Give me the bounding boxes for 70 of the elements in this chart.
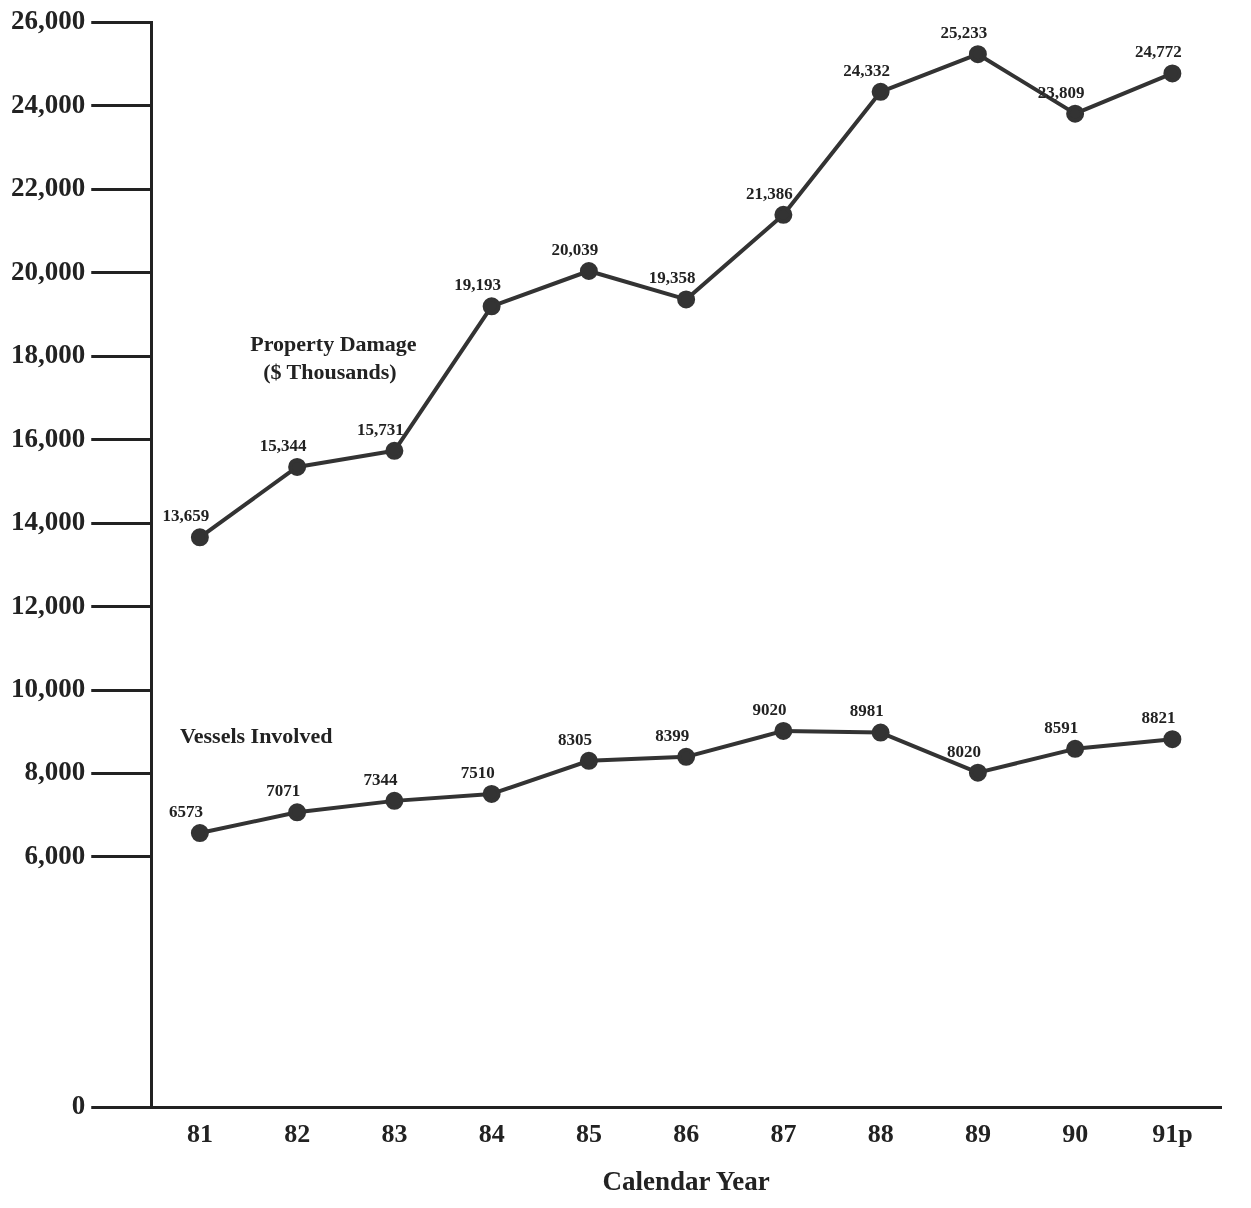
x-tick-label: 84 xyxy=(478,1118,505,1148)
data-label: 25,233 xyxy=(940,23,988,43)
x-tick-label: 88 xyxy=(867,1118,894,1148)
y-tick-label: 8,000 xyxy=(24,756,86,787)
point xyxy=(677,290,696,309)
point xyxy=(579,751,598,770)
point xyxy=(871,82,890,101)
point xyxy=(774,721,793,740)
x-tick-label: 86 xyxy=(673,1118,700,1148)
text: Vessels Involved xyxy=(179,723,333,749)
y-tick-label: 18,000 xyxy=(11,339,86,370)
point xyxy=(190,824,209,843)
y-tick-label: 26,000 xyxy=(11,5,86,36)
x-axis-title: Calendar Year xyxy=(602,1165,770,1196)
point xyxy=(1066,104,1085,123)
point xyxy=(968,45,987,64)
point xyxy=(1163,64,1182,83)
data-label: 21,386 xyxy=(746,183,793,203)
point xyxy=(482,297,501,316)
data-label: 23,809 xyxy=(1037,82,1085,102)
point xyxy=(190,528,209,547)
point xyxy=(288,457,307,476)
y-tick-label: 16,000 xyxy=(11,422,86,453)
data-label: 20,039 xyxy=(551,239,599,259)
point xyxy=(871,723,890,742)
data-label: 15,731 xyxy=(357,419,404,439)
x-tick-label: 91p xyxy=(1152,1118,1193,1148)
x-tick-label: 85 xyxy=(575,1118,602,1148)
point xyxy=(1066,739,1085,758)
y-tick-label: 14,000 xyxy=(11,506,86,537)
data-label: 6573 xyxy=(168,801,203,821)
data-label: 7344 xyxy=(363,769,398,789)
data-label: 24,332 xyxy=(843,60,890,80)
data-label: 15,344 xyxy=(259,435,307,455)
point xyxy=(385,441,404,460)
x-tick-label: 83 xyxy=(381,1118,408,1148)
data-label: 8020 xyxy=(946,741,981,761)
data-label: 8981 xyxy=(849,701,884,721)
y-tick-label: 22,000 xyxy=(11,172,86,203)
point xyxy=(968,763,987,782)
data-label: 19,358 xyxy=(648,268,696,288)
y-tick-label: 6,000 xyxy=(24,839,86,870)
y-tick-label: 12,000 xyxy=(11,589,86,620)
point xyxy=(579,262,598,280)
point xyxy=(774,205,793,224)
x-tick-label: 81 xyxy=(186,1118,213,1148)
y-tick-label: 10,000 xyxy=(11,672,86,703)
data-label: 7071 xyxy=(266,781,301,801)
x-tick-label: 82 xyxy=(284,1118,311,1148)
point xyxy=(482,784,501,803)
x-tick-label: 89 xyxy=(964,1118,991,1148)
data-label: 8305 xyxy=(557,729,592,749)
x-tick-label: 87 xyxy=(770,1118,797,1148)
data-label: 9020 xyxy=(752,699,787,719)
point xyxy=(288,803,307,822)
data-label: 8591 xyxy=(1044,717,1079,737)
series-label: Property Damage ($ Thousands) xyxy=(250,331,417,385)
y-tick-label: 0 xyxy=(71,1090,86,1121)
y-tick-label: 20,000 xyxy=(11,255,86,286)
y-tick-label: 24,000 xyxy=(11,88,86,119)
data-label: 8821 xyxy=(1141,708,1176,728)
data-label: 8399 xyxy=(655,725,690,745)
point xyxy=(677,747,696,766)
data-label: 7510 xyxy=(460,762,495,782)
data-label: 19,193 xyxy=(454,275,501,295)
point xyxy=(1163,730,1182,749)
point xyxy=(385,791,404,810)
data-label: 13,659 xyxy=(162,506,210,526)
x-tick-label: 90 xyxy=(1062,1118,1089,1148)
data-label: 24,772 xyxy=(1135,42,1182,62)
